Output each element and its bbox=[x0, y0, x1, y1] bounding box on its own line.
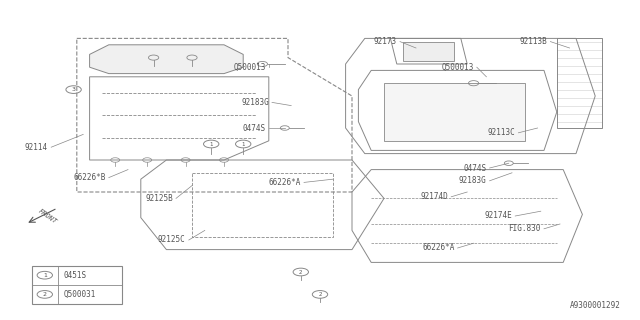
Text: 0451S: 0451S bbox=[64, 271, 87, 280]
Text: Q500013: Q500013 bbox=[233, 63, 266, 72]
Text: 92125C: 92125C bbox=[158, 236, 186, 244]
Text: 3: 3 bbox=[72, 87, 76, 92]
Text: Q500013: Q500013 bbox=[441, 63, 474, 72]
Text: 66226*A: 66226*A bbox=[422, 244, 454, 252]
Text: 2: 2 bbox=[318, 292, 322, 297]
Text: 2: 2 bbox=[43, 292, 47, 297]
Text: 0474S: 0474S bbox=[463, 164, 486, 172]
Text: 92183G: 92183G bbox=[241, 98, 269, 107]
Text: 1: 1 bbox=[43, 273, 47, 278]
Text: 66226*B: 66226*B bbox=[73, 173, 106, 182]
Text: 1: 1 bbox=[209, 141, 213, 147]
Text: 92114: 92114 bbox=[25, 143, 48, 152]
Text: 92174E: 92174E bbox=[484, 212, 512, 220]
Text: 92183G: 92183G bbox=[459, 176, 486, 185]
Bar bbox=[403, 42, 454, 61]
Text: A9300001292: A9300001292 bbox=[570, 301, 621, 310]
Text: 92173: 92173 bbox=[374, 37, 397, 46]
Text: 1: 1 bbox=[241, 141, 245, 147]
Bar bbox=[32, 266, 122, 304]
Text: 92125B: 92125B bbox=[145, 194, 173, 203]
Text: FRONT: FRONT bbox=[38, 207, 58, 225]
Text: 92174D: 92174D bbox=[420, 192, 448, 201]
Text: 92113C: 92113C bbox=[488, 128, 515, 137]
Text: FIG.830: FIG.830 bbox=[508, 224, 541, 233]
Text: Q500031: Q500031 bbox=[64, 290, 97, 299]
Text: 2: 2 bbox=[299, 269, 303, 275]
Bar bbox=[384, 83, 525, 141]
Text: 0474S: 0474S bbox=[243, 124, 266, 132]
Polygon shape bbox=[90, 45, 243, 74]
Text: 92113B: 92113B bbox=[520, 37, 547, 46]
Text: 66226*A: 66226*A bbox=[268, 178, 301, 187]
